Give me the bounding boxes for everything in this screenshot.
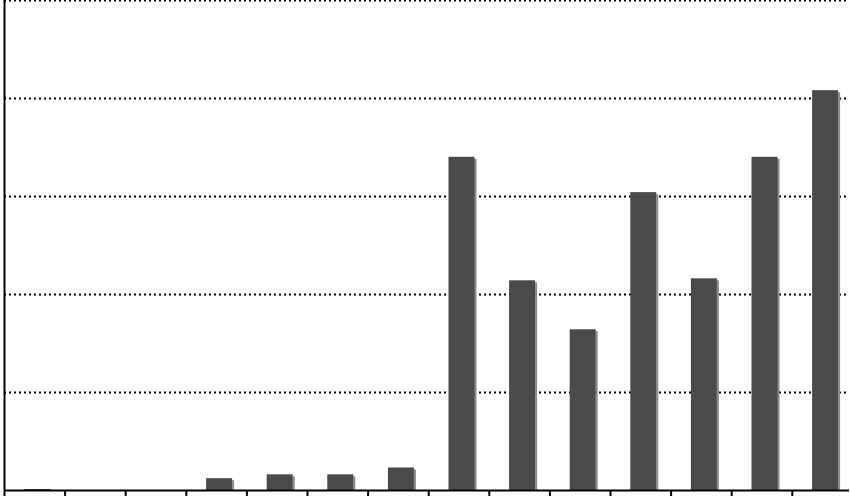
bar-edge-10 [595,331,598,490]
bar-10 [569,329,596,490]
axes [3,0,849,496]
bar-7 [387,467,414,490]
bar-edge-9 [535,282,538,490]
bar-edge-6 [353,476,356,490]
bar-12 [690,278,717,490]
bar-8 [448,156,475,491]
bar-edge-8 [474,158,477,491]
bar-edge-11 [656,194,659,490]
gridlines [4,0,849,394]
bars [24,90,841,491]
bar-13 [751,156,778,491]
bar-11 [630,192,657,490]
bar-14 [812,90,839,490]
bar-edge-7 [413,469,416,490]
bar-edge-12 [716,280,719,490]
bar-edge-13 [777,158,780,491]
bar-edge-4 [232,480,235,490]
bar-4 [206,478,233,490]
bar-edge-5 [292,476,295,490]
bar-5 [266,474,293,490]
bar-9 [509,280,536,490]
bar-edge-14 [838,92,841,490]
bar-6 [327,474,354,490]
